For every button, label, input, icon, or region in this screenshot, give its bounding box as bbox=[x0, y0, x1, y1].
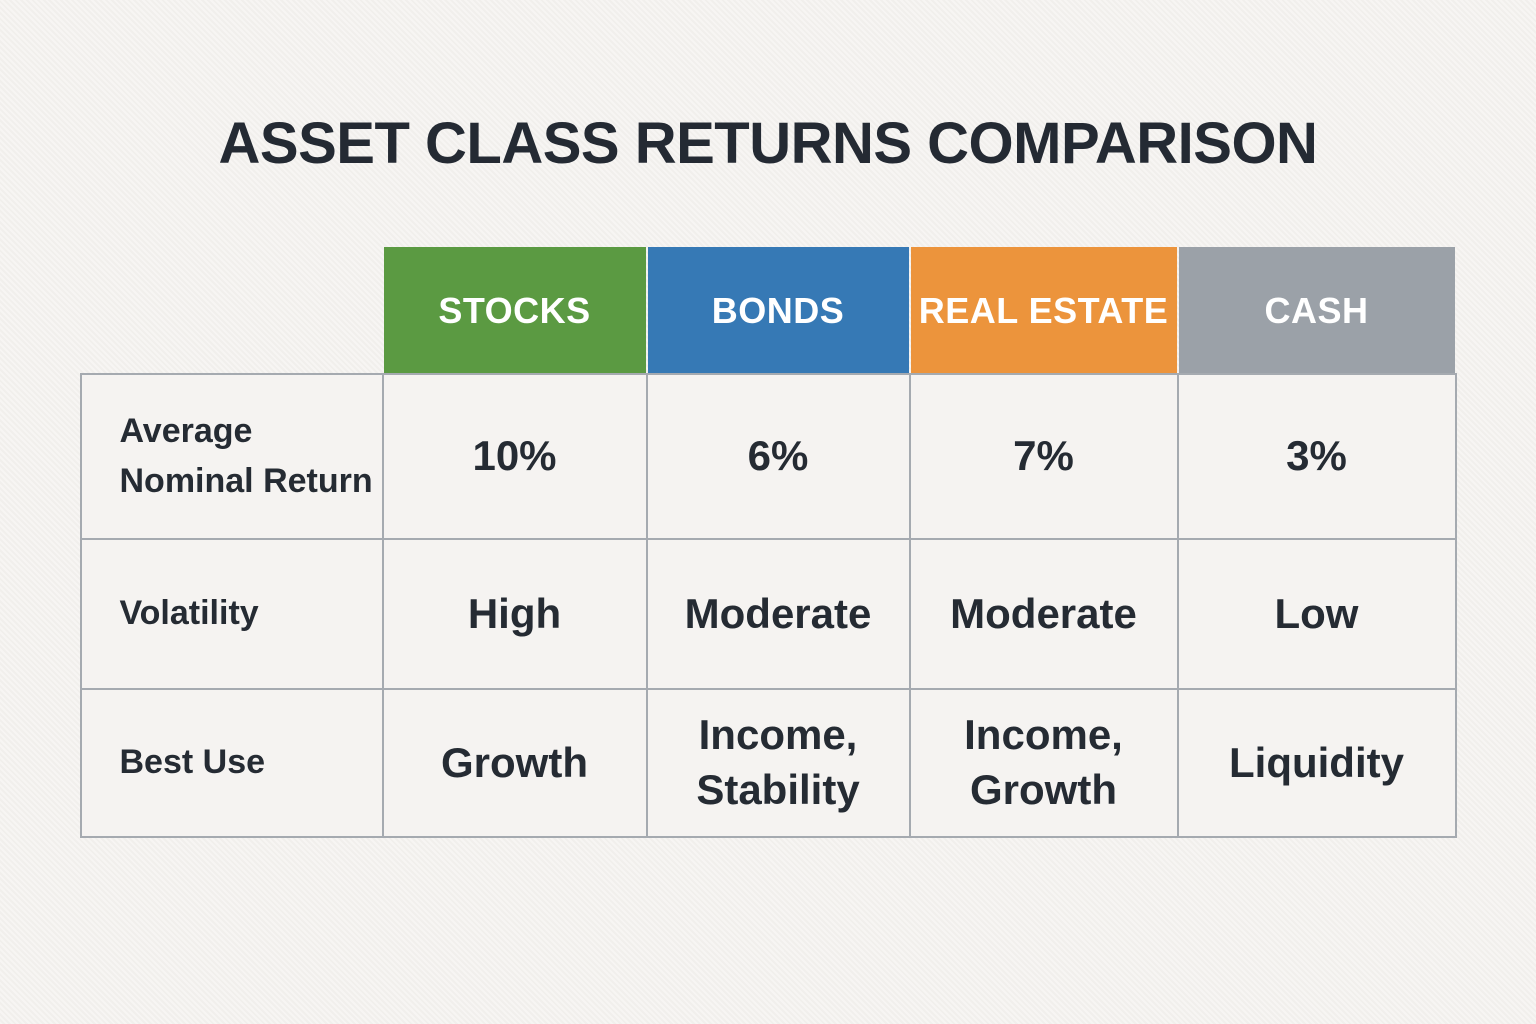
page-title: ASSET CLASS RETURNS COMPARISON bbox=[218, 111, 1318, 176]
row-label-best-use: Best Use bbox=[81, 690, 382, 836]
cell-cash-best-use: Liquidity bbox=[1178, 690, 1455, 836]
cell-stocks-return: 10% bbox=[383, 375, 646, 538]
column-header-cash: CASH bbox=[1178, 247, 1455, 375]
comparison-table: STOCKS BONDS REAL ESTATE CASH Average No… bbox=[79, 247, 1457, 838]
cell-bonds-best-use: Income, Stability bbox=[647, 690, 909, 836]
cell-real-estate-return: 7% bbox=[910, 375, 1177, 538]
column-header-real-estate: REAL ESTATE bbox=[910, 247, 1177, 375]
cell-cash-return: 3% bbox=[1178, 375, 1455, 538]
header-spacer-cell bbox=[82, 247, 382, 375]
cell-stocks-best-use: Growth bbox=[383, 690, 646, 836]
cell-cash-volatility: Low bbox=[1178, 540, 1455, 688]
column-header-bonds: BONDS bbox=[647, 247, 909, 375]
row-label-average-nominal-return: Average Nominal Return bbox=[81, 375, 382, 538]
column-header-stocks: STOCKS bbox=[383, 247, 646, 375]
cell-bonds-volatility: Moderate bbox=[647, 540, 909, 688]
row-label-volatility: Volatility bbox=[81, 540, 382, 688]
cell-stocks-volatility: High bbox=[383, 540, 646, 688]
cell-real-estate-volatility: Moderate bbox=[910, 540, 1177, 688]
table-header-row: STOCKS BONDS REAL ESTATE CASH bbox=[82, 247, 1455, 375]
cell-real-estate-best-use: Income, Growth bbox=[910, 690, 1177, 836]
cell-bonds-return: 6% bbox=[647, 375, 909, 538]
table-body: Average Nominal Return 10% 6% 7% 3% Vola… bbox=[79, 373, 1457, 838]
